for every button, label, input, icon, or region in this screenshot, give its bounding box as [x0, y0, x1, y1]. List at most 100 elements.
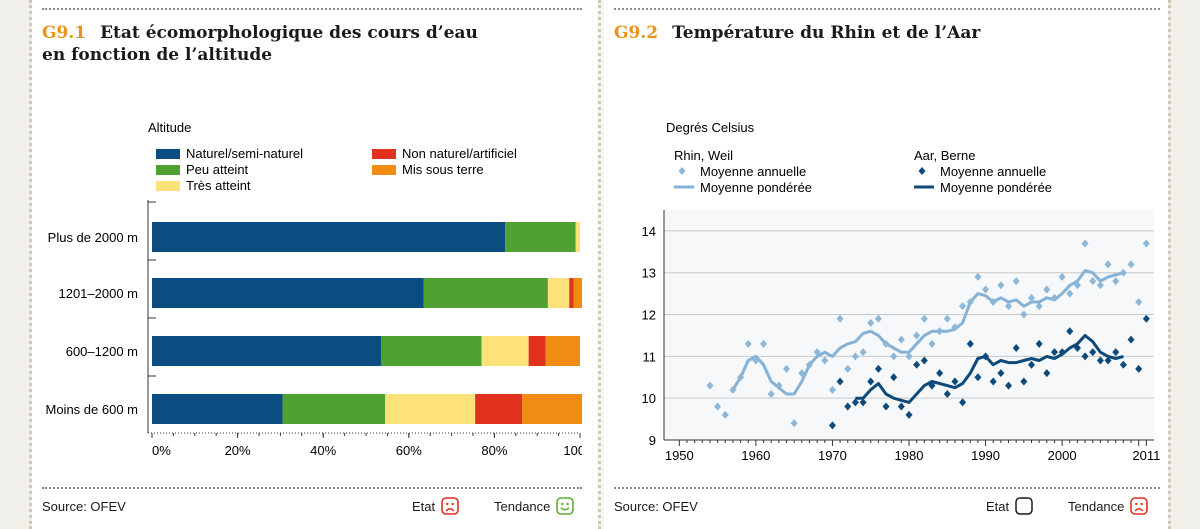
panel-top-rule — [614, 8, 1160, 10]
legend-label: Peu atteint — [186, 162, 249, 177]
bar-segment — [547, 278, 570, 308]
legend-marker — [918, 167, 926, 175]
bar-segment — [423, 278, 548, 308]
data-point — [1104, 260, 1112, 269]
icon-eye — [561, 502, 564, 506]
icon-mouth — [1135, 508, 1144, 512]
data-point — [729, 385, 737, 394]
data-point — [1020, 377, 1028, 386]
data-point — [982, 352, 990, 361]
data-point — [928, 339, 936, 348]
data-point — [943, 390, 951, 398]
data-point — [905, 352, 913, 361]
data-point — [974, 272, 982, 281]
data-point — [783, 364, 790, 373]
data-point — [706, 381, 714, 390]
data-point — [1020, 310, 1028, 319]
legend-label: Mis sous terre — [402, 162, 484, 177]
data-point — [1127, 260, 1135, 269]
x-tick-label: 0% — [152, 443, 171, 458]
data-point — [920, 314, 928, 323]
data-point — [859, 398, 867, 407]
icon-frame — [1130, 497, 1149, 515]
data-point — [966, 339, 974, 348]
data-point — [1073, 344, 1081, 352]
data-point — [836, 314, 844, 323]
y-tick-label: 9 — [649, 433, 656, 448]
data-point — [867, 377, 875, 386]
chart-title-line1: Etat écomorphologique des cours d’eau — [100, 23, 478, 43]
data-point — [1119, 268, 1127, 277]
x-tick-label: 2000 — [1048, 448, 1077, 463]
data-point — [798, 369, 806, 378]
legend-label: Moyenne pondérée — [940, 180, 1052, 195]
x-tick-label: 1980 — [895, 448, 924, 463]
happy-face-icon — [556, 497, 575, 515]
legend-label: Moyenne annuelle — [940, 164, 1046, 179]
icon-mouth — [445, 508, 455, 512]
data-point — [1096, 356, 1104, 365]
x-tick-label: 1970 — [818, 448, 847, 463]
chart-number: G9.2 — [614, 23, 659, 43]
bar-segment — [528, 336, 546, 366]
bar-segment — [385, 394, 476, 424]
data-point — [882, 339, 890, 348]
data-point — [1035, 339, 1043, 348]
category-label: 600–1200 m — [66, 344, 138, 359]
category-label: Moins de 600 m — [46, 402, 139, 417]
panel-g91: G9.1 Etat écomorphologique des cours d’ea… — [42, 0, 582, 529]
chart-title: G9.2 Température du Rhin et de l’Aar — [614, 22, 980, 44]
bar-segment — [522, 394, 582, 424]
data-point — [721, 410, 729, 419]
bar-segment — [152, 394, 283, 424]
data-point — [836, 377, 844, 386]
data-point — [1012, 277, 1020, 286]
icon-mouth — [561, 507, 570, 511]
data-point — [951, 377, 959, 386]
data-point — [1081, 239, 1089, 248]
data-point — [974, 373, 982, 382]
data-point — [1058, 348, 1066, 357]
y-tick-label: 12 — [642, 308, 656, 323]
x-tick-label: 20% — [225, 443, 251, 458]
sad-face-icon — [441, 497, 459, 515]
data-point — [943, 314, 951, 323]
panel-divider — [598, 0, 604, 529]
plot-background — [664, 210, 1154, 440]
data-point — [959, 302, 967, 311]
data-point — [1012, 344, 1020, 352]
source-label: Source: OFEV — [42, 499, 126, 514]
legend-label: Moyenne annuelle — [700, 164, 806, 179]
data-point — [1089, 348, 1097, 357]
data-point — [1043, 285, 1051, 294]
data-point — [851, 398, 859, 407]
bar-segment — [545, 336, 580, 366]
legend-swatch — [156, 149, 180, 159]
y-axis-label: Degrés Celsius — [666, 120, 755, 135]
x-tick-label: 1990 — [971, 448, 1000, 463]
series-line — [855, 334, 1124, 404]
left-page-margin — [0, 0, 32, 529]
icon-eye — [446, 502, 449, 506]
tendance-indicator: Tendance — [1068, 497, 1149, 515]
data-point — [737, 373, 745, 382]
bar-chart: Altitude Naturel/semi-naturel Non naturel/… — [46, 120, 582, 458]
data-point — [859, 348, 867, 357]
icon-eye — [1135, 502, 1138, 506]
legend-swatch — [372, 149, 396, 159]
bar-segment — [152, 278, 424, 308]
data-point — [1135, 364, 1143, 373]
empty-box-icon — [1015, 497, 1033, 515]
happy-face-icon — [556, 497, 575, 515]
data-point — [897, 335, 905, 344]
data-point — [821, 356, 829, 365]
data-point — [1043, 369, 1051, 378]
tendance-label: Tendance — [1068, 498, 1125, 514]
sad-face-icon — [441, 497, 459, 515]
data-point — [959, 398, 967, 407]
data-point — [813, 348, 821, 357]
panel-bottom-rule — [42, 487, 582, 489]
data-point — [851, 352, 859, 361]
data-point — [890, 352, 898, 361]
